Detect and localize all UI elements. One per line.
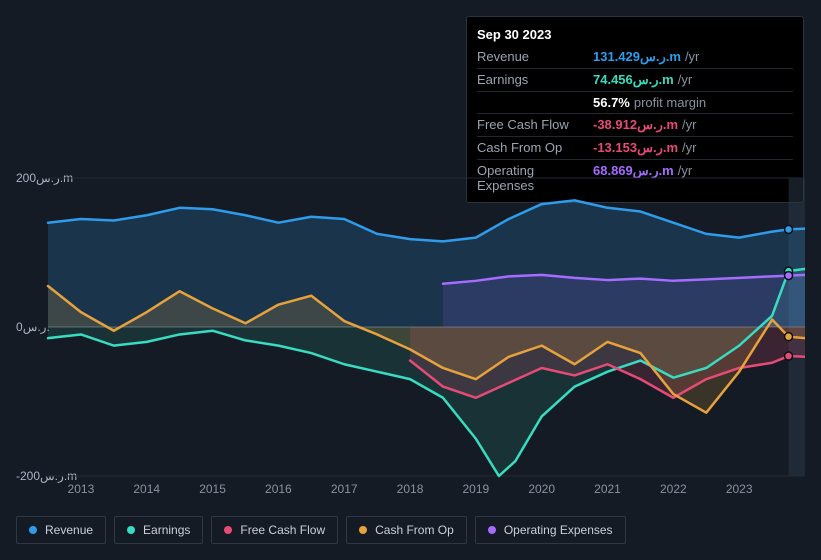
tooltip-unit: ر.س.m <box>637 117 678 133</box>
tooltip-unit: ر.س.m <box>640 49 681 65</box>
legend-label: Operating Expenses <box>504 523 613 537</box>
tooltip-row-cfo: Cash From Op-13.153ر.س.m/yr <box>477 136 793 159</box>
legend-label: Earnings <box>143 523 190 537</box>
legend-label: Revenue <box>45 523 93 537</box>
tooltip-extra: 56.7%profit margin <box>477 91 793 113</box>
legend-item-revenue[interactable]: Revenue <box>16 516 106 544</box>
tooltip-unit: ر.س.m <box>633 72 674 88</box>
tooltip-label: Revenue <box>477 49 593 64</box>
x-axis-tick: 2020 <box>528 482 555 496</box>
x-axis-tick: 2018 <box>397 482 424 496</box>
tooltip-label: Free Cash Flow <box>477 117 593 132</box>
tooltip-value: -38.912 <box>593 117 637 132</box>
tooltip-value: 74.456 <box>593 72 633 87</box>
x-axis-tick: 2015 <box>199 482 226 496</box>
legend-swatch <box>224 526 232 534</box>
x-axis-tick: 2017 <box>331 482 358 496</box>
tooltip-suffix: /yr <box>685 49 699 64</box>
legend-label: Cash From Op <box>375 523 454 537</box>
legend-item-operating-expenses[interactable]: Operating Expenses <box>475 516 626 544</box>
root: Sep 30 2023 Revenue131.429ر.س.m/yrEarnin… <box>0 0 821 560</box>
tooltip-value: -13.153 <box>593 140 637 155</box>
tooltip-label: Earnings <box>477 72 593 87</box>
legend-swatch <box>359 526 367 534</box>
x-axis-tick: 2019 <box>463 482 490 496</box>
x-axis-tick: 2021 <box>594 482 621 496</box>
tooltip-value: 131.429 <box>593 49 640 64</box>
tooltip-date: Sep 30 2023 <box>477 23 793 46</box>
legend-item-cash-from-op[interactable]: Cash From Op <box>346 516 467 544</box>
x-axis-tick: 2022 <box>660 482 687 496</box>
chart-plot <box>16 160 805 480</box>
x-axis-tick: 2016 <box>265 482 292 496</box>
legend: Revenue Earnings Free Cash Flow Cash From O… <box>16 516 626 544</box>
chart-svg <box>16 160 805 480</box>
tooltip-row-earnings: Earnings74.456ر.س.m/yr <box>477 68 793 91</box>
legend-swatch <box>29 526 37 534</box>
tooltip-unit: ر.س.m <box>637 140 678 156</box>
legend-swatch <box>488 526 496 534</box>
legend-swatch <box>127 526 135 534</box>
tooltip-label: Cash From Op <box>477 140 593 155</box>
tooltip-suffix: /yr <box>682 140 696 155</box>
tooltip-suffix: /yr <box>682 117 696 132</box>
tooltip-row-revenue: Revenue131.429ر.س.m/yr <box>477 46 793 68</box>
tooltip-row-fcf: Free Cash Flow-38.912ر.س.m/yr <box>477 113 793 136</box>
tooltip-suffix: /yr <box>678 72 692 87</box>
legend-item-earnings[interactable]: Earnings <box>114 516 203 544</box>
x-axis-tick: 2023 <box>726 482 753 496</box>
legend-label: Free Cash Flow <box>240 523 325 537</box>
x-axis: 2013 2014 2015 2016 2017 2018 2019 2020 2021 2022… <box>16 482 805 502</box>
x-axis-tick: 2013 <box>68 482 95 496</box>
legend-item-free-cash-flow[interactable]: Free Cash Flow <box>211 516 338 544</box>
x-axis-tick: 2014 <box>133 482 160 496</box>
